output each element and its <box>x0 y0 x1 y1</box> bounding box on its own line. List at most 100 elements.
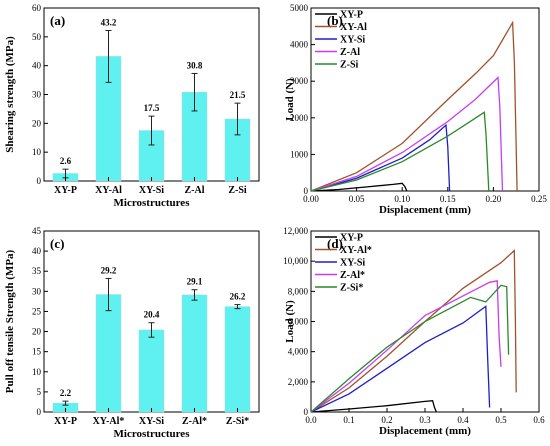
category-label: Z-Al <box>185 185 205 196</box>
y-tick-label: 40 <box>32 246 42 256</box>
y-tick-label: 6,000 <box>288 317 309 327</box>
category-label: Z-Si* <box>226 416 249 427</box>
y-tick-label: 30 <box>32 286 42 296</box>
y-tick-label: 10,000 <box>283 256 308 266</box>
category-label: XY-Si <box>139 185 164 196</box>
value-label: 26.2 <box>230 292 246 302</box>
category-label: XY-P <box>54 185 77 196</box>
plot-frame <box>310 7 540 192</box>
x-tick-label: 0.1 <box>343 415 354 425</box>
x-tick-label: 0.4 <box>457 415 469 425</box>
category-label: XY-Al <box>95 185 122 196</box>
category-label: Z-Al* <box>182 416 207 427</box>
y-tick-label: 4000 <box>290 40 309 50</box>
y-tick-label: 15 <box>32 347 42 357</box>
legend-label: XY-P <box>340 10 363 21</box>
series-line <box>310 76 504 192</box>
series-line <box>310 123 451 192</box>
y-tick-label: 20 <box>32 118 42 128</box>
x-tick-label: 0.5 <box>495 415 507 425</box>
x-axis-label: Microstructures <box>114 428 191 440</box>
value-label: 20.4 <box>144 310 160 320</box>
x-axis-label: Displacement (mm) <box>379 204 471 216</box>
value-label: 29.2 <box>101 265 117 275</box>
panel-1: (a) 0 10 20 30 40 50 60 Shearing strength (MPa) M… <box>4 3 260 209</box>
legend-label: XY-Al* <box>340 245 372 256</box>
y-tick-label: 50 <box>32 32 42 42</box>
y-tick-label: 20 <box>32 327 42 337</box>
series-line <box>310 400 437 413</box>
y-tick-label: 0 <box>37 407 42 417</box>
x-tick-label: 0.2 <box>381 415 392 425</box>
y-tick-label: 10 <box>32 367 42 377</box>
legend-label: XY-Al <box>340 22 367 33</box>
panel-3: (c) 0 5 10 15 20 25 30 35 40 45 Pull off tensile St… <box>4 226 260 440</box>
y-tick-label: 8,000 <box>288 286 309 296</box>
panel-label: (a) <box>50 13 65 28</box>
y-tick-label: 3000 <box>290 76 309 86</box>
panel-label: (b) <box>327 13 343 28</box>
category-label: XY-Al* <box>93 416 125 427</box>
y-tick-label: 4,000 <box>288 347 309 357</box>
legend-label: XY-Si <box>340 35 365 46</box>
value-label: 43.2 <box>101 17 117 27</box>
legend-label: Z-Si* <box>340 283 363 294</box>
panel-2: (b) 0 1000 2000 3000 4000 5000 Load (N) Displace… <box>284 3 547 216</box>
series-line <box>310 249 517 413</box>
y-tick-label: 45 <box>32 226 42 236</box>
x-tick-label: 0.20 <box>486 194 502 204</box>
y-tick-label: 30 <box>32 90 42 100</box>
series-line <box>310 284 510 413</box>
value-label: 17.5 <box>144 103 160 113</box>
series-line <box>310 305 491 413</box>
panel-label: (c) <box>50 236 64 251</box>
y-tick-label: 2000 <box>290 113 309 123</box>
y-axis-label: Pull off tensile Strength (MPa) <box>4 249 16 393</box>
series-line <box>310 280 502 413</box>
x-axis-label: Displacement (mm) <box>379 425 471 437</box>
series-line <box>310 111 490 192</box>
panel-label: (d) <box>327 236 343 251</box>
y-tick-label: 0 <box>37 176 42 186</box>
x-tick-label: 0.00 <box>303 194 319 204</box>
y-tick-label: 5 <box>37 387 42 397</box>
value-label: 30.8 <box>187 60 203 70</box>
category-label: Z-Si <box>228 185 247 196</box>
legend-label: Z-Si <box>340 60 359 71</box>
x-tick-label: 0.6 <box>533 415 545 425</box>
bar <box>224 306 251 413</box>
y-tick-label: 0 <box>304 407 309 417</box>
x-tick-label: 0.15 <box>440 194 456 204</box>
x-tick-label: 0.10 <box>394 194 410 204</box>
y-tick-label: 60 <box>32 3 42 13</box>
y-tick-label: 25 <box>32 306 42 316</box>
y-tick-label: 10 <box>32 147 42 157</box>
series-line <box>310 20 518 192</box>
value-label: 29.1 <box>187 277 203 287</box>
value-label: 2.6 <box>60 156 72 166</box>
x-tick-label: 0.05 <box>349 194 365 204</box>
y-axis-label: Shearing strength (MPa) <box>4 36 16 153</box>
panel-4: (d) 0 2,000 4,000 6,000 8,000 10,000 12,000 Load… <box>283 226 545 437</box>
x-tick-label: 0.25 <box>531 194 547 204</box>
y-tick-label: 5000 <box>290 3 309 13</box>
y-tick-label: 1000 <box>290 149 309 159</box>
legend-label: XY-Si <box>340 258 365 269</box>
value-label: 2.2 <box>60 388 72 398</box>
series-line <box>310 182 408 192</box>
bar <box>95 294 122 413</box>
legend-label: Z-Al <box>340 47 360 58</box>
x-axis-label: Microstructures <box>114 197 191 209</box>
x-tick-label: 0.3 <box>419 415 431 425</box>
bar <box>181 294 208 413</box>
value-label: 21.5 <box>230 90 246 100</box>
y-tick-label: 2,000 <box>288 377 309 387</box>
legend-label: Z-Al* <box>340 270 365 281</box>
legend-label: XY-P <box>340 233 363 244</box>
bar <box>138 329 165 413</box>
y-axis-label: Load (N) <box>284 300 296 343</box>
category-label: XY-P <box>54 416 77 427</box>
y-tick-label: 40 <box>32 61 42 71</box>
y-axis-label: Load (N) <box>284 78 296 121</box>
